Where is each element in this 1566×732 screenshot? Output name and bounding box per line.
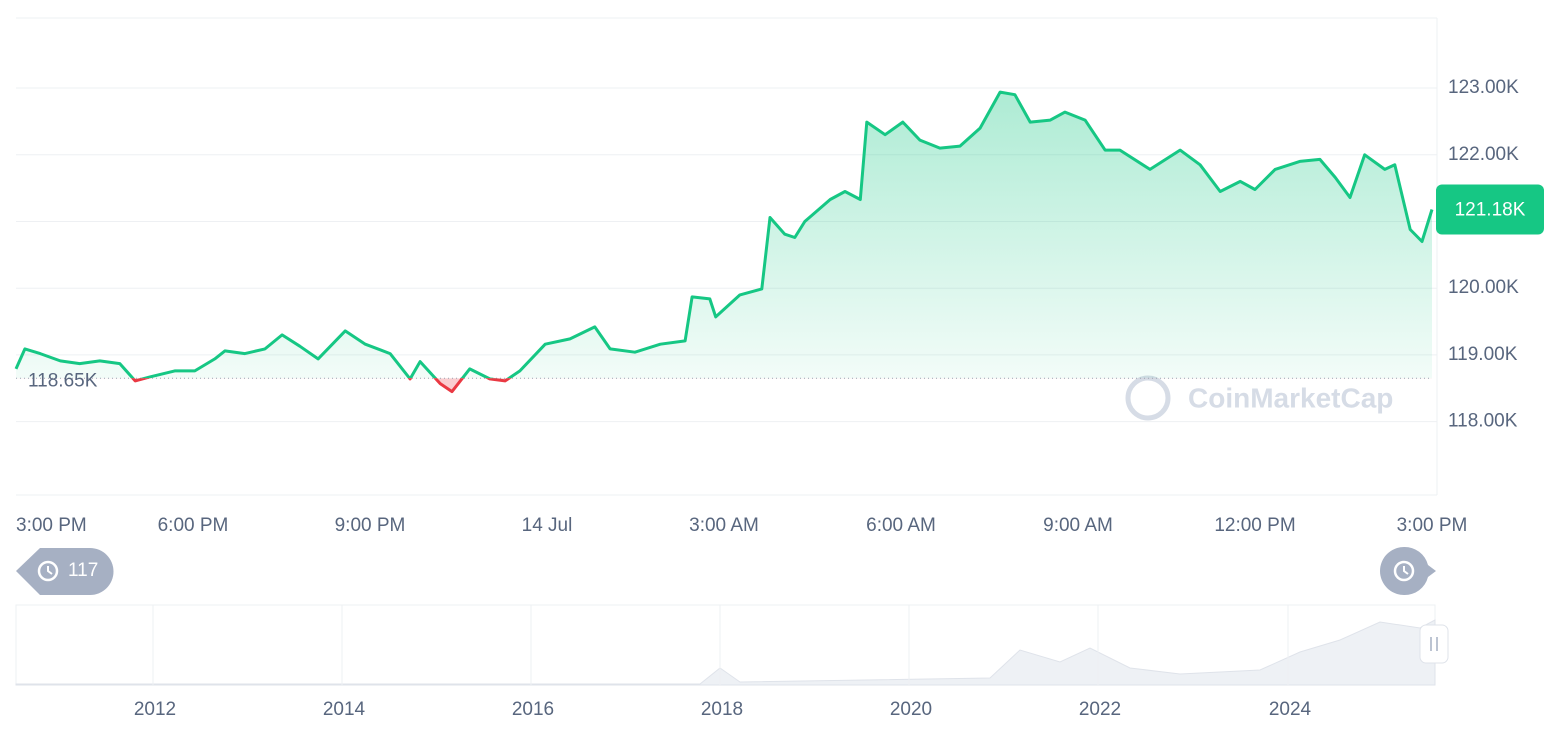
history-count: 117 [68, 560, 98, 581]
watermark: CoinMarketCap [1125, 375, 1393, 421]
x-tick-label: 9:00 PM [335, 515, 406, 536]
price-line-up [14, 90, 1434, 379]
price-badge [1436, 184, 1544, 235]
y-tick-label: 118.00K [1448, 411, 1518, 432]
price-badge-label: 121.18K [1455, 199, 1526, 220]
x-tick-label: 3:00 PM [16, 515, 87, 536]
x-tick-label: 6:00 PM [158, 515, 229, 536]
history-button[interactable]: 117 [16, 548, 114, 595]
navigator-labels: 2012 2014 2016 2018 2020 2022 2024 [134, 605, 1312, 720]
x-tick-label: 9:00 AM [1043, 515, 1113, 536]
navigator-label: 2024 [1269, 699, 1312, 720]
x-tick-label: 14 Jul [522, 515, 573, 536]
x-tick-label: 6:00 AM [866, 515, 936, 536]
y-tick-label: 122.00K [1448, 144, 1519, 165]
navigator-area [15, 619, 1436, 686]
watermark-text: CoinMarketCap [1188, 382, 1393, 413]
y-tick-label: 123.00K [1448, 77, 1519, 98]
reference-label: 118.65K [28, 370, 98, 391]
y-tick-label: 120.00K [1448, 277, 1519, 298]
navigator-label: 2018 [701, 699, 743, 720]
area-up [16, 92, 1432, 379]
navigator-label: 2014 [323, 699, 366, 720]
x-tick-label: 3:00 PM [1397, 515, 1468, 536]
x-tick-label: 3:00 AM [689, 515, 759, 536]
navigator-label: 2020 [890, 699, 932, 720]
navigator-label: 2012 [134, 699, 176, 720]
navigator-handle[interactable] [1419, 624, 1449, 664]
y-tick-label: 119.00K [1448, 344, 1518, 365]
navigator-label: 2022 [1079, 699, 1121, 720]
live-button[interactable] [1380, 546, 1436, 596]
navigator-label: 2016 [512, 699, 554, 720]
x-tick-label: 12:00 PM [1214, 515, 1295, 536]
